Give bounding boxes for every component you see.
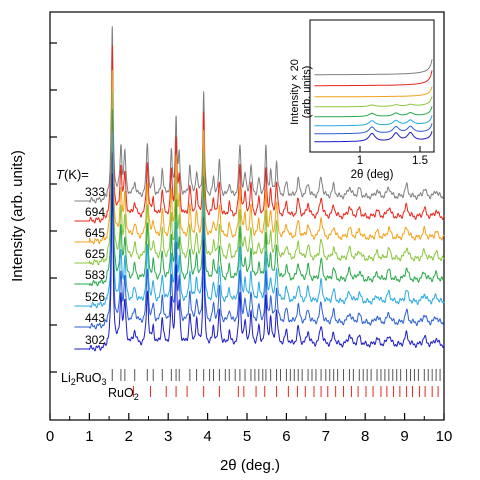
series-443 <box>74 152 445 330</box>
series-625 <box>74 91 445 266</box>
x-tick-label: 7 <box>322 428 330 445</box>
x-tick-label: 1 <box>85 428 93 445</box>
spectra-group <box>74 26 445 352</box>
x-tick-label: 6 <box>282 428 290 445</box>
series-302 <box>74 173 445 352</box>
temperature-label-443: 443 <box>85 311 105 325</box>
inset-xlabel: 2θ (deg) <box>351 169 394 181</box>
series-645 <box>74 69 445 245</box>
inset-ylabel-line2: (arb. units) <box>301 66 313 119</box>
x-axis-ticks: 0 1 2 3 4 5 6 7 8 9 10 <box>46 413 453 445</box>
temperature-label-583: 583 <box>85 268 105 282</box>
inset-series-526 <box>314 115 433 127</box>
ref-label-ruo2: RuO2 <box>108 386 139 402</box>
inset-series-625 <box>314 96 433 108</box>
inset-ticks: 1 1.5 <box>357 146 428 167</box>
inset-series-302 <box>314 131 433 143</box>
temperature-labels: 333 694 645 625 583 526 443 302 <box>85 185 105 347</box>
temperature-label-333: 333 <box>85 185 105 199</box>
x-axis-label: 2θ (deg.) <box>220 457 280 474</box>
inset-x-tick-label: 1 <box>357 155 363 167</box>
temperature-label-526: 526 <box>85 290 105 304</box>
series-694 <box>74 45 445 224</box>
inset-ylabel-line1: Intensity × 20 <box>289 59 301 125</box>
x-tick-label: 5 <box>243 428 251 445</box>
x-tick-label: 2 <box>125 428 133 445</box>
x-tick-label: 4 <box>203 428 211 445</box>
inset-series-333 <box>314 59 433 76</box>
temperature-header: T(K)= <box>56 167 89 182</box>
reference-markers <box>111 369 441 397</box>
inset-spectra <box>314 59 433 143</box>
ref-label-li2ruo3: Li2RuO3 <box>61 371 106 387</box>
x-tick-label: 9 <box>400 428 408 445</box>
inset-series-443 <box>314 123 433 135</box>
x-tick-label: 0 <box>46 428 54 445</box>
series-333 <box>74 26 445 204</box>
inset-series-645 <box>314 86 433 98</box>
x-tick-label: 3 <box>164 428 172 445</box>
x-tick-label: 10 <box>436 428 453 445</box>
y-axis-label: Intensity (arb. units) <box>9 150 26 282</box>
series-583 <box>74 109 445 287</box>
y-ticks <box>50 42 57 373</box>
temperature-label-302: 302 <box>85 333 105 347</box>
series-526 <box>74 131 445 309</box>
x-tick-label: 8 <box>361 428 369 445</box>
temperature-label-625: 625 <box>85 247 105 261</box>
temperature-label-694: 694 <box>85 205 105 219</box>
inset-series-694 <box>314 70 433 87</box>
temperature-label-645: 645 <box>85 226 105 240</box>
inset-series-583 <box>314 106 433 118</box>
inset-x-tick-label: 1.5 <box>412 155 428 167</box>
